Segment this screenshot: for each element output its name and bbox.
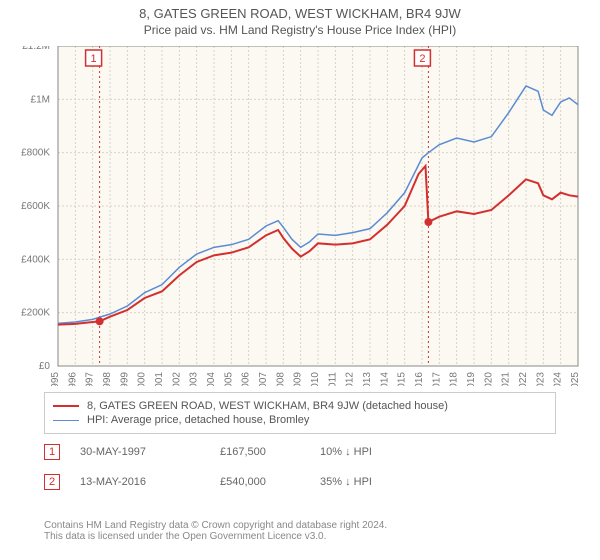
x-tick-label: 2013 <box>362 372 373 386</box>
x-tick-label: 2004 <box>206 372 217 386</box>
legend-swatch <box>53 420 79 421</box>
event-row: 1 30-MAY-1997 £167,500 10% ↓ HPI <box>44 444 556 460</box>
x-tick-label: 2021 <box>501 372 512 386</box>
x-tick-label: 2008 <box>275 372 286 386</box>
event-marker-dot <box>96 317 104 325</box>
x-tick-label: 2007 <box>258 372 269 386</box>
x-tick-label: 2015 <box>397 372 408 386</box>
chart-subtitle: Price paid vs. HM Land Registry's House … <box>0 21 600 37</box>
x-tick-label: 2020 <box>483 372 494 386</box>
chart-container: 8, GATES GREEN ROAD, WEST WICKHAM, BR4 9… <box>0 0 600 560</box>
x-tick-label: 2019 <box>466 372 477 386</box>
license-line-2: This data is licensed under the Open Gov… <box>44 531 556 542</box>
y-tick-label: £0 <box>39 361 51 372</box>
legend-label: HPI: Average price, detached house, Brom… <box>87 414 309 426</box>
legend-swatch <box>53 405 79 407</box>
event-marker-ref: 1 <box>44 444 60 460</box>
x-tick-label: 2016 <box>414 372 425 386</box>
event-marker-number: 1 <box>91 53 97 65</box>
y-tick-label: £600K <box>21 201 50 212</box>
event-row: 2 13-MAY-2016 £540,000 35% ↓ HPI <box>44 474 556 490</box>
x-tick-label: 1996 <box>67 372 78 386</box>
x-tick-label: 2000 <box>137 372 148 386</box>
x-tick-label: 2018 <box>449 372 460 386</box>
event-price: £167,500 <box>220 446 300 458</box>
x-tick-label: 1995 <box>50 372 61 386</box>
x-tick-label: 2001 <box>154 372 165 386</box>
legend-box: 8, GATES GREEN ROAD, WEST WICKHAM, BR4 9… <box>44 392 556 434</box>
legend-label: 8, GATES GREEN ROAD, WEST WICKHAM, BR4 9… <box>87 400 448 412</box>
event-date: 13-MAY-2016 <box>80 476 200 488</box>
x-tick-label: 2002 <box>171 372 182 386</box>
event-pct: 10% ↓ HPI <box>320 446 400 458</box>
x-tick-label: 2014 <box>379 372 390 386</box>
event-date: 30-MAY-1997 <box>80 446 200 458</box>
line-chart-svg: £0 £200K £400K £600K £800K £1M £1.2M 1995 1996 19… <box>0 46 600 386</box>
license-line-1: Contains HM Land Registry data © Crown c… <box>44 520 556 531</box>
legend-row: 8, GATES GREEN ROAD, WEST WICKHAM, BR4 9… <box>53 399 547 413</box>
y-tick-label: £400K <box>21 254 50 265</box>
x-tick-label: 2003 <box>189 372 200 386</box>
event-price: £540,000 <box>220 476 300 488</box>
y-tick-label: £800K <box>21 148 50 159</box>
x-tick-label: 2011 <box>327 372 338 386</box>
x-tick-label: 2009 <box>293 372 304 386</box>
x-tick-label: 2017 <box>431 372 442 386</box>
event-marker-ref: 2 <box>44 474 60 490</box>
x-tick-label: 1998 <box>102 372 113 386</box>
x-tick-label: 1997 <box>85 372 96 386</box>
event-marker-dot <box>424 218 432 226</box>
legend-row: HPI: Average price, detached house, Brom… <box>53 413 547 427</box>
event-marker-number: 2 <box>419 53 425 65</box>
y-tick-label: £1.2M <box>22 46 50 52</box>
event-pct: 35% ↓ HPI <box>320 476 400 488</box>
x-tick-label: 2022 <box>518 372 529 386</box>
license-text: Contains HM Land Registry data © Crown c… <box>44 520 556 542</box>
chart-title: 8, GATES GREEN ROAD, WEST WICKHAM, BR4 9… <box>0 0 600 21</box>
chart-area: £0 £200K £400K £600K £800K £1M £1.2M 1995 1996 19… <box>0 46 600 386</box>
y-tick-label: £200K <box>21 308 50 319</box>
x-tick-label: 2024 <box>553 372 564 386</box>
x-tick-label: 2006 <box>241 372 252 386</box>
y-tick-label: £1M <box>31 94 50 105</box>
x-tick-label: 2010 <box>310 372 321 386</box>
x-tick-label: 1999 <box>119 372 130 386</box>
x-tick-label: 2023 <box>535 372 546 386</box>
x-tick-label: 2025 <box>570 372 581 386</box>
x-tick-label: 2005 <box>223 372 234 386</box>
x-tick-label: 2012 <box>345 372 356 386</box>
